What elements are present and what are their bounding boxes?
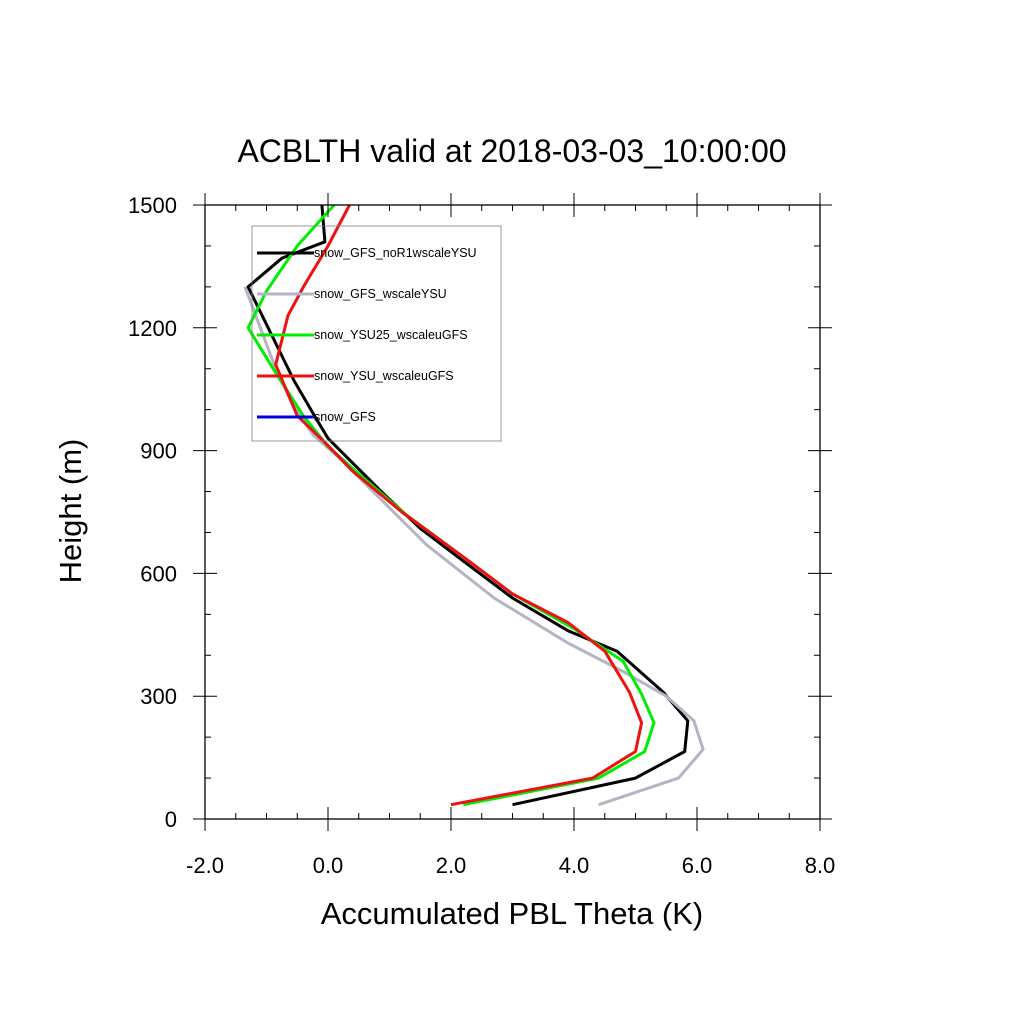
- x-tick-label-1: 0.0: [313, 853, 344, 878]
- y-tick-label-5: 1500: [128, 193, 177, 218]
- legend-label-1: snow_GFS_wscaleYSU: [314, 287, 447, 301]
- series-layer: [243, 203, 705, 807]
- legend-box: [251, 225, 502, 442]
- series-line-1: [243, 286, 705, 807]
- ticks-layer: [193, 193, 832, 831]
- chart-title: ACBLTH valid at 2018-03-03_10:00:00: [237, 133, 786, 169]
- x-tick-label-0: -2.0: [186, 853, 224, 878]
- x-tick-label-4: 6.0: [682, 853, 713, 878]
- legend: snow_GFS_noR1wscaleYSU snow_GFS_wscaleYSU…: [251, 225, 502, 442]
- x-tick-label-2: 2.0: [436, 853, 467, 878]
- legend-label-4: snow_GFS: [314, 410, 376, 424]
- y-tick-label-1: 300: [140, 684, 177, 709]
- x-tick-labels: -2.0 0.0 2.0 4.0 6.0 8.0: [186, 853, 835, 878]
- x-tick-label-5: 8.0: [805, 853, 836, 878]
- legend-label-2: snow_YSU25_wscaleuGFS: [314, 328, 468, 342]
- y-axis-label: Height (m): [53, 439, 88, 584]
- series-line-0: [246, 204, 690, 807]
- y-tick-labels: 0 300 600 900 1200 1500: [128, 193, 177, 832]
- y-tick-label-0: 0: [165, 807, 177, 832]
- y-tick-label-4: 1200: [128, 316, 177, 341]
- y-tick-label-2: 600: [140, 561, 177, 586]
- x-axis-label: Accumulated PBL Theta (K): [321, 896, 704, 931]
- y-tick-label-3: 900: [140, 439, 177, 464]
- series-line-3: [274, 204, 644, 807]
- x-tick-label-3: 4.0: [559, 853, 590, 878]
- legend-label-3: snow_YSU_wscaleuGFS: [314, 369, 454, 383]
- legend-items: snow_GFS_noR1wscaleYSU snow_GFS_wscaleYSU…: [257, 246, 477, 424]
- legend-label-0: snow_GFS_noR1wscaleYSU: [314, 246, 477, 260]
